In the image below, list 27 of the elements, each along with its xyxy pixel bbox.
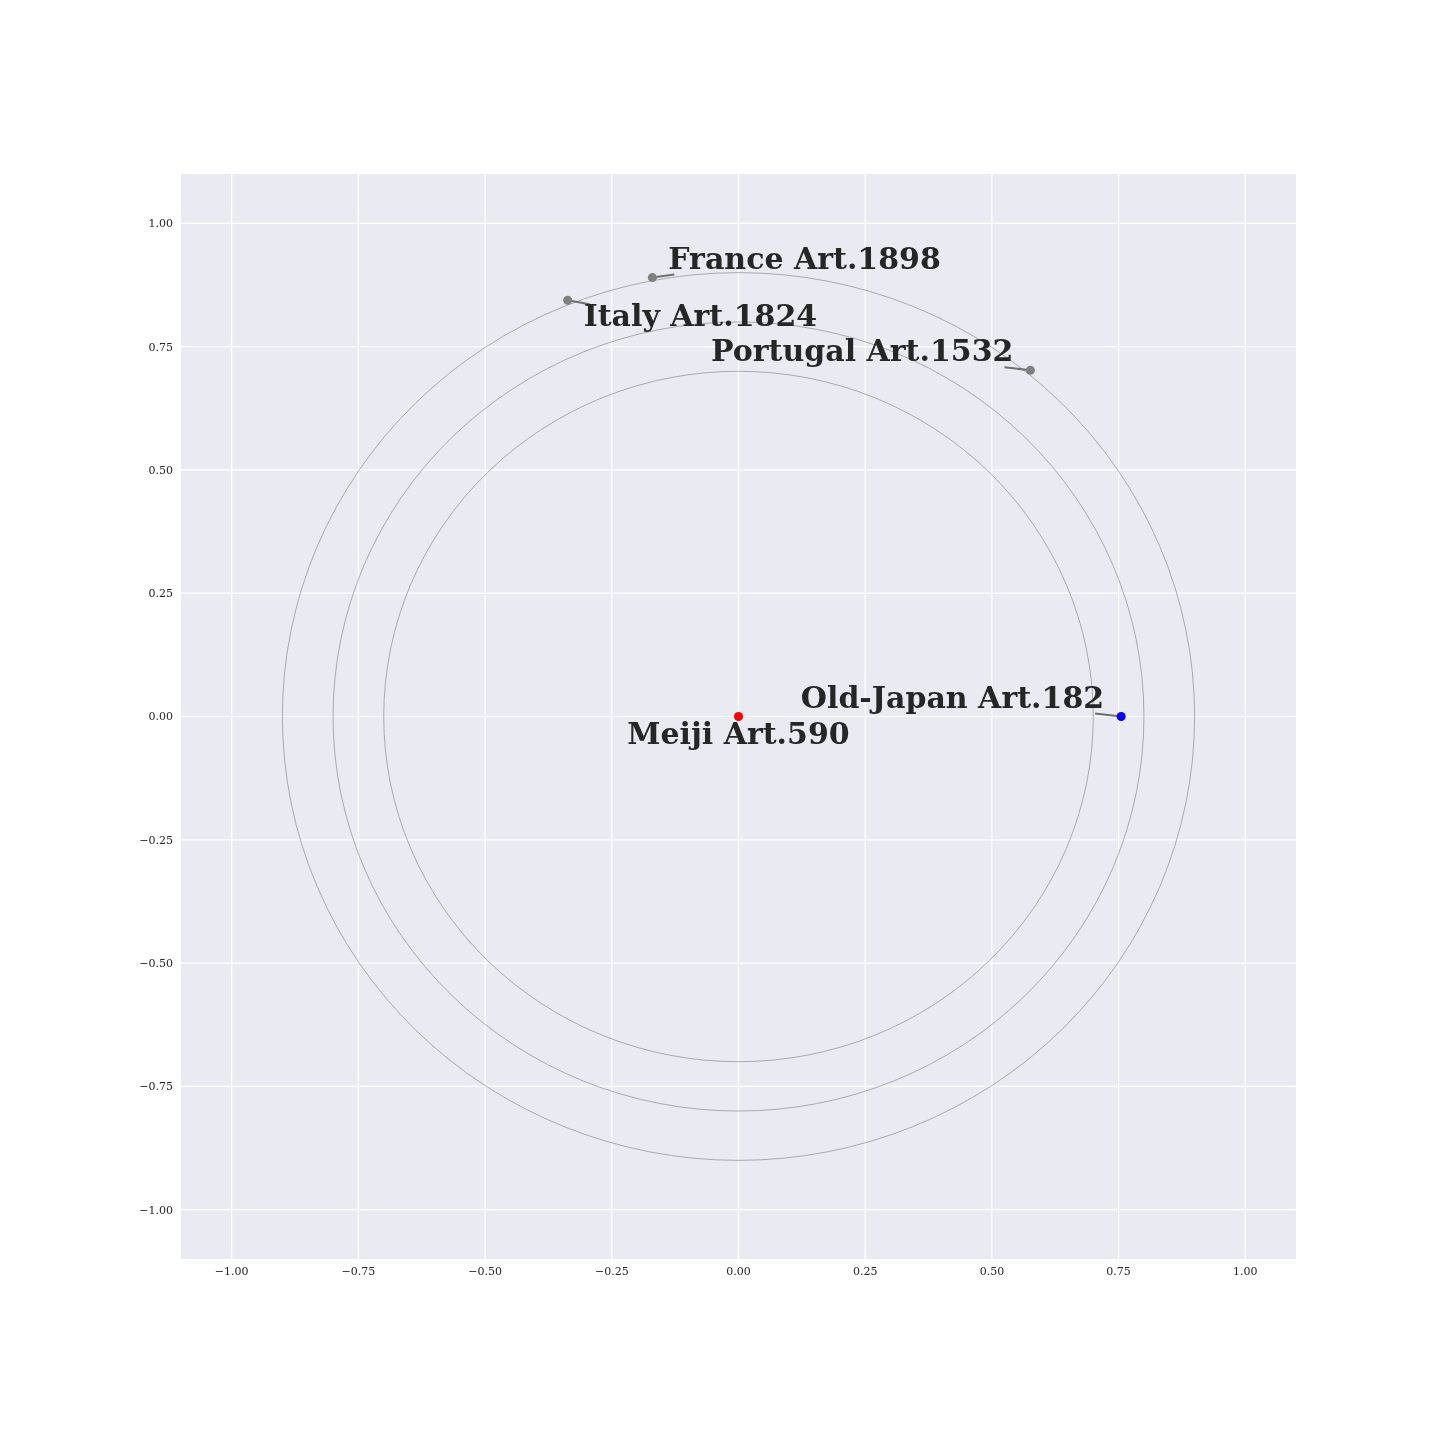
point <box>563 295 573 305</box>
x-tick-label: 0.75 <box>1106 1264 1131 1278</box>
x-tick-label: −0.75 <box>341 1264 376 1278</box>
y-tick-label: 1.00 <box>148 217 173 231</box>
y-tick-label: −0.25 <box>139 833 173 847</box>
y-tick-label: 0.25 <box>148 587 173 601</box>
x-tick-label: 0.25 <box>852 1264 878 1278</box>
x-tick-label: 1.00 <box>1233 1264 1258 1278</box>
x-tick-label: 0.00 <box>726 1264 751 1278</box>
x-tick-label: 0.50 <box>979 1264 1005 1278</box>
annotation: France Art.1898 <box>668 240 941 276</box>
x-tick-label: −0.50 <box>468 1264 502 1278</box>
point <box>1116 711 1126 722</box>
y-tick-label: −1.00 <box>139 1203 173 1217</box>
annotation: Portugal Art.1532 <box>711 333 1014 369</box>
y-tick-label: 0.00 <box>148 710 173 724</box>
y-tick-label: −0.50 <box>139 957 173 970</box>
point <box>647 273 657 283</box>
y-tick-label: 0.50 <box>148 463 173 477</box>
y-tick-label: 0.75 <box>148 340 173 354</box>
point <box>1025 365 1035 375</box>
x-tick-label: −0.25 <box>594 1264 629 1278</box>
annotation: Italy Art.1824 <box>583 298 818 334</box>
x-tick-label: −1.00 <box>214 1264 249 1278</box>
y-tick-label: −0.75 <box>139 1080 173 1094</box>
annotation: Meiji Art.590 <box>627 715 850 751</box>
annotation: Old-Japan Art.182 <box>800 679 1105 715</box>
